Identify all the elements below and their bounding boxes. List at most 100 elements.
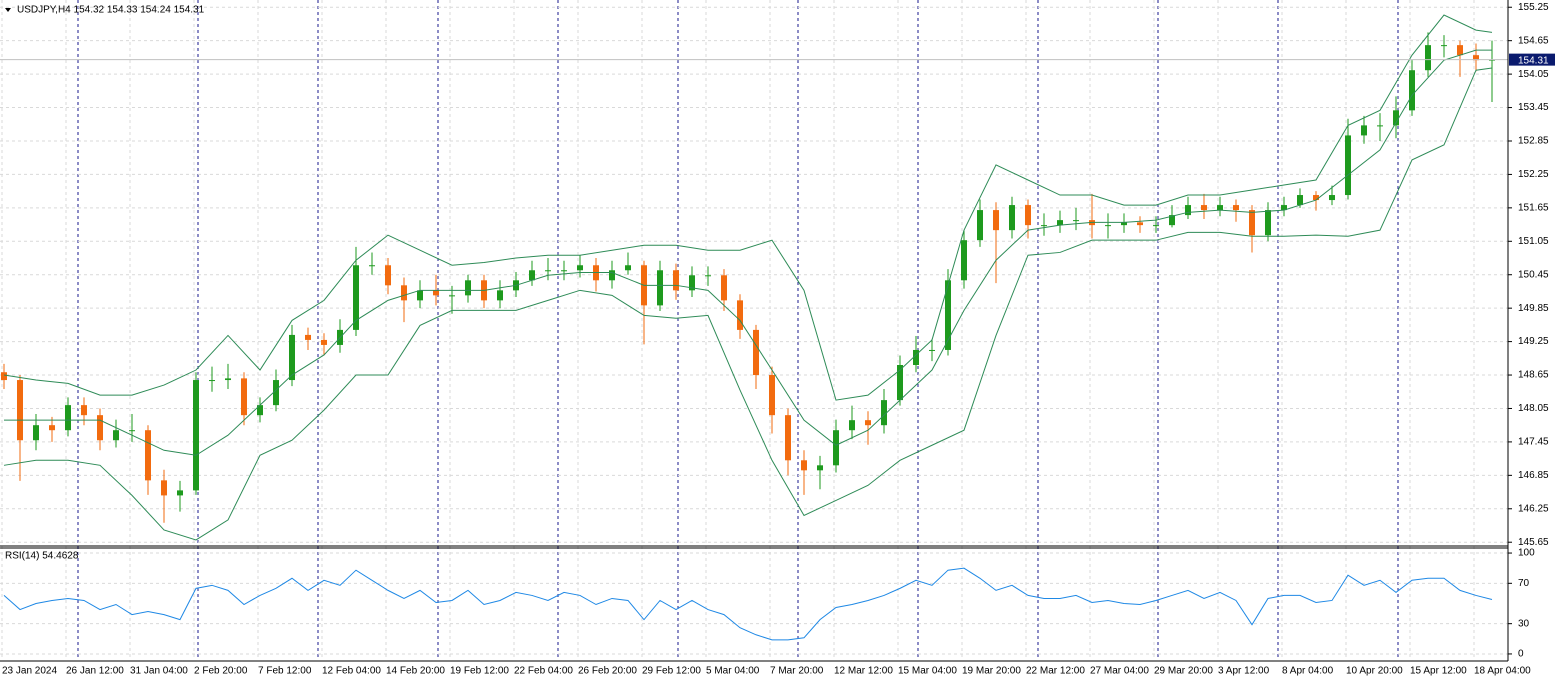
candle-body: [1441, 45, 1447, 47]
candle-body: [561, 270, 567, 272]
candle-body: [1457, 45, 1463, 56]
candle-body: [1057, 220, 1063, 226]
candle-body: [257, 405, 263, 416]
candle-body: [721, 275, 727, 301]
y-tick-label: 151.05: [1518, 236, 1549, 247]
y-tick-label: 150.45: [1518, 269, 1549, 280]
candle-body: [785, 415, 791, 461]
candle-body: [1201, 205, 1207, 211]
candle-body: [1313, 195, 1319, 201]
candle-body: [689, 275, 695, 291]
last-price-box: [1509, 53, 1555, 66]
candle-body: [769, 375, 775, 416]
candle-body: [161, 480, 167, 496]
y-tick-label: 152.25: [1518, 169, 1549, 180]
candle-body: [1425, 45, 1431, 71]
candle-body: [865, 420, 871, 426]
candle-body: [577, 265, 583, 271]
x-tick-label: 27 Mar 04:00: [1090, 666, 1149, 677]
y-tick-label: 149.25: [1518, 336, 1549, 347]
y-tick-label: 30: [1518, 618, 1530, 629]
x-tick-label: 22 Mar 12:00: [1026, 666, 1085, 677]
x-tick-label: 12 Feb 04:00: [322, 666, 381, 677]
candle-body: [497, 290, 503, 301]
candle-body: [545, 270, 551, 272]
candle-body: [1233, 205, 1239, 211]
x-tick-label: 31 Jan 04:00: [130, 666, 188, 677]
candle-body: [385, 265, 391, 286]
candle-body: [177, 490, 183, 496]
x-tick-label: 15 Mar 04:00: [898, 666, 957, 677]
candle-body: [1297, 195, 1303, 206]
y-tick-label: 153.45: [1518, 102, 1549, 113]
candle-body: [929, 349, 935, 351]
menu-arrow[interactable]: [5, 8, 11, 12]
candle-body: [801, 460, 807, 471]
candle-body: [49, 425, 55, 431]
candle-body: [145, 430, 151, 481]
candle-body: [209, 380, 215, 382]
x-tick-label: 14 Feb 20:00: [386, 666, 445, 677]
bollinger-band: [3, 67, 1493, 541]
candle-body: [273, 380, 279, 406]
x-tick-label: 8 Apr 04:00: [1282, 666, 1334, 677]
candle-body: [1249, 210, 1255, 236]
candle-body: [17, 380, 23, 441]
candle-body: [33, 425, 39, 441]
candle-body: [1393, 110, 1399, 126]
x-tick-label: 12 Mar 12:00: [834, 666, 893, 677]
candle-body: [1281, 205, 1287, 211]
x-tick-label: 7 Feb 12:00: [258, 666, 312, 677]
candle-body: [705, 275, 711, 277]
candle-body: [945, 280, 951, 350]
bollinger-band: [4, 49, 1492, 456]
candle-body: [881, 400, 887, 426]
x-tick-label: 26 Feb 20:00: [578, 666, 637, 677]
candle-body: [113, 430, 119, 441]
x-tick-label: 10 Apr 20:00: [1346, 666, 1403, 677]
x-tick-label: 7 Mar 20:00: [770, 666, 824, 677]
y-tick-label: 155.25: [1518, 2, 1549, 13]
y-tick-label: 145.65: [1518, 537, 1549, 548]
x-tick-label: 29 Feb 12:00: [642, 666, 701, 677]
candle-body: [961, 240, 967, 281]
y-tick-label: 152.85: [1518, 136, 1549, 147]
rsi-line: [3, 567, 1493, 641]
rsi-label: RSI(14) 54.4628: [5, 551, 79, 562]
candle-body: [897, 365, 903, 401]
symbol-header: USDJPY,H4 154.32 154.33 154.24 154.31: [17, 5, 205, 16]
candle-body: [977, 210, 983, 241]
candle-body: [289, 334, 295, 381]
candle-body: [97, 415, 103, 441]
candle-body: [1137, 222, 1143, 226]
candle-body: [193, 380, 199, 491]
x-tick-label: 19 Feb 12:00: [450, 666, 509, 677]
candle-body: [241, 378, 247, 416]
x-tick-label: 26 Jan 12:00: [66, 666, 124, 677]
y-tick-label: 0: [1518, 649, 1524, 660]
bollinger-band: [3, 14, 1493, 401]
candle-body: [833, 430, 839, 466]
candle-body: [305, 334, 311, 340]
x-tick-label: 23 Jan 2024: [2, 666, 57, 677]
candle-body: [849, 420, 855, 431]
x-tick-label: 19 Mar 20:00: [962, 666, 1021, 677]
candle-body: [913, 349, 919, 366]
last-price-label: 154.31: [1518, 55, 1549, 66]
candle-body: [1, 372, 7, 381]
x-tick-label: 18 Apr 04:00: [1474, 666, 1531, 677]
candle-body: [1153, 225, 1159, 227]
candle-body: [225, 378, 231, 381]
candle-body: [657, 270, 663, 306]
candle-body: [401, 285, 407, 301]
candle-body: [817, 465, 823, 471]
y-tick-label: 154.05: [1518, 69, 1549, 80]
y-tick-label: 146.85: [1518, 470, 1549, 481]
y-tick-label: 154.65: [1518, 35, 1549, 46]
candle-body: [321, 339, 327, 345]
x-tick-label: 5 Mar 04:00: [706, 666, 760, 677]
y-tick-label: 151.65: [1518, 202, 1549, 213]
y-tick-label: 100: [1518, 548, 1535, 559]
y-tick-label: 147.45: [1518, 437, 1549, 448]
